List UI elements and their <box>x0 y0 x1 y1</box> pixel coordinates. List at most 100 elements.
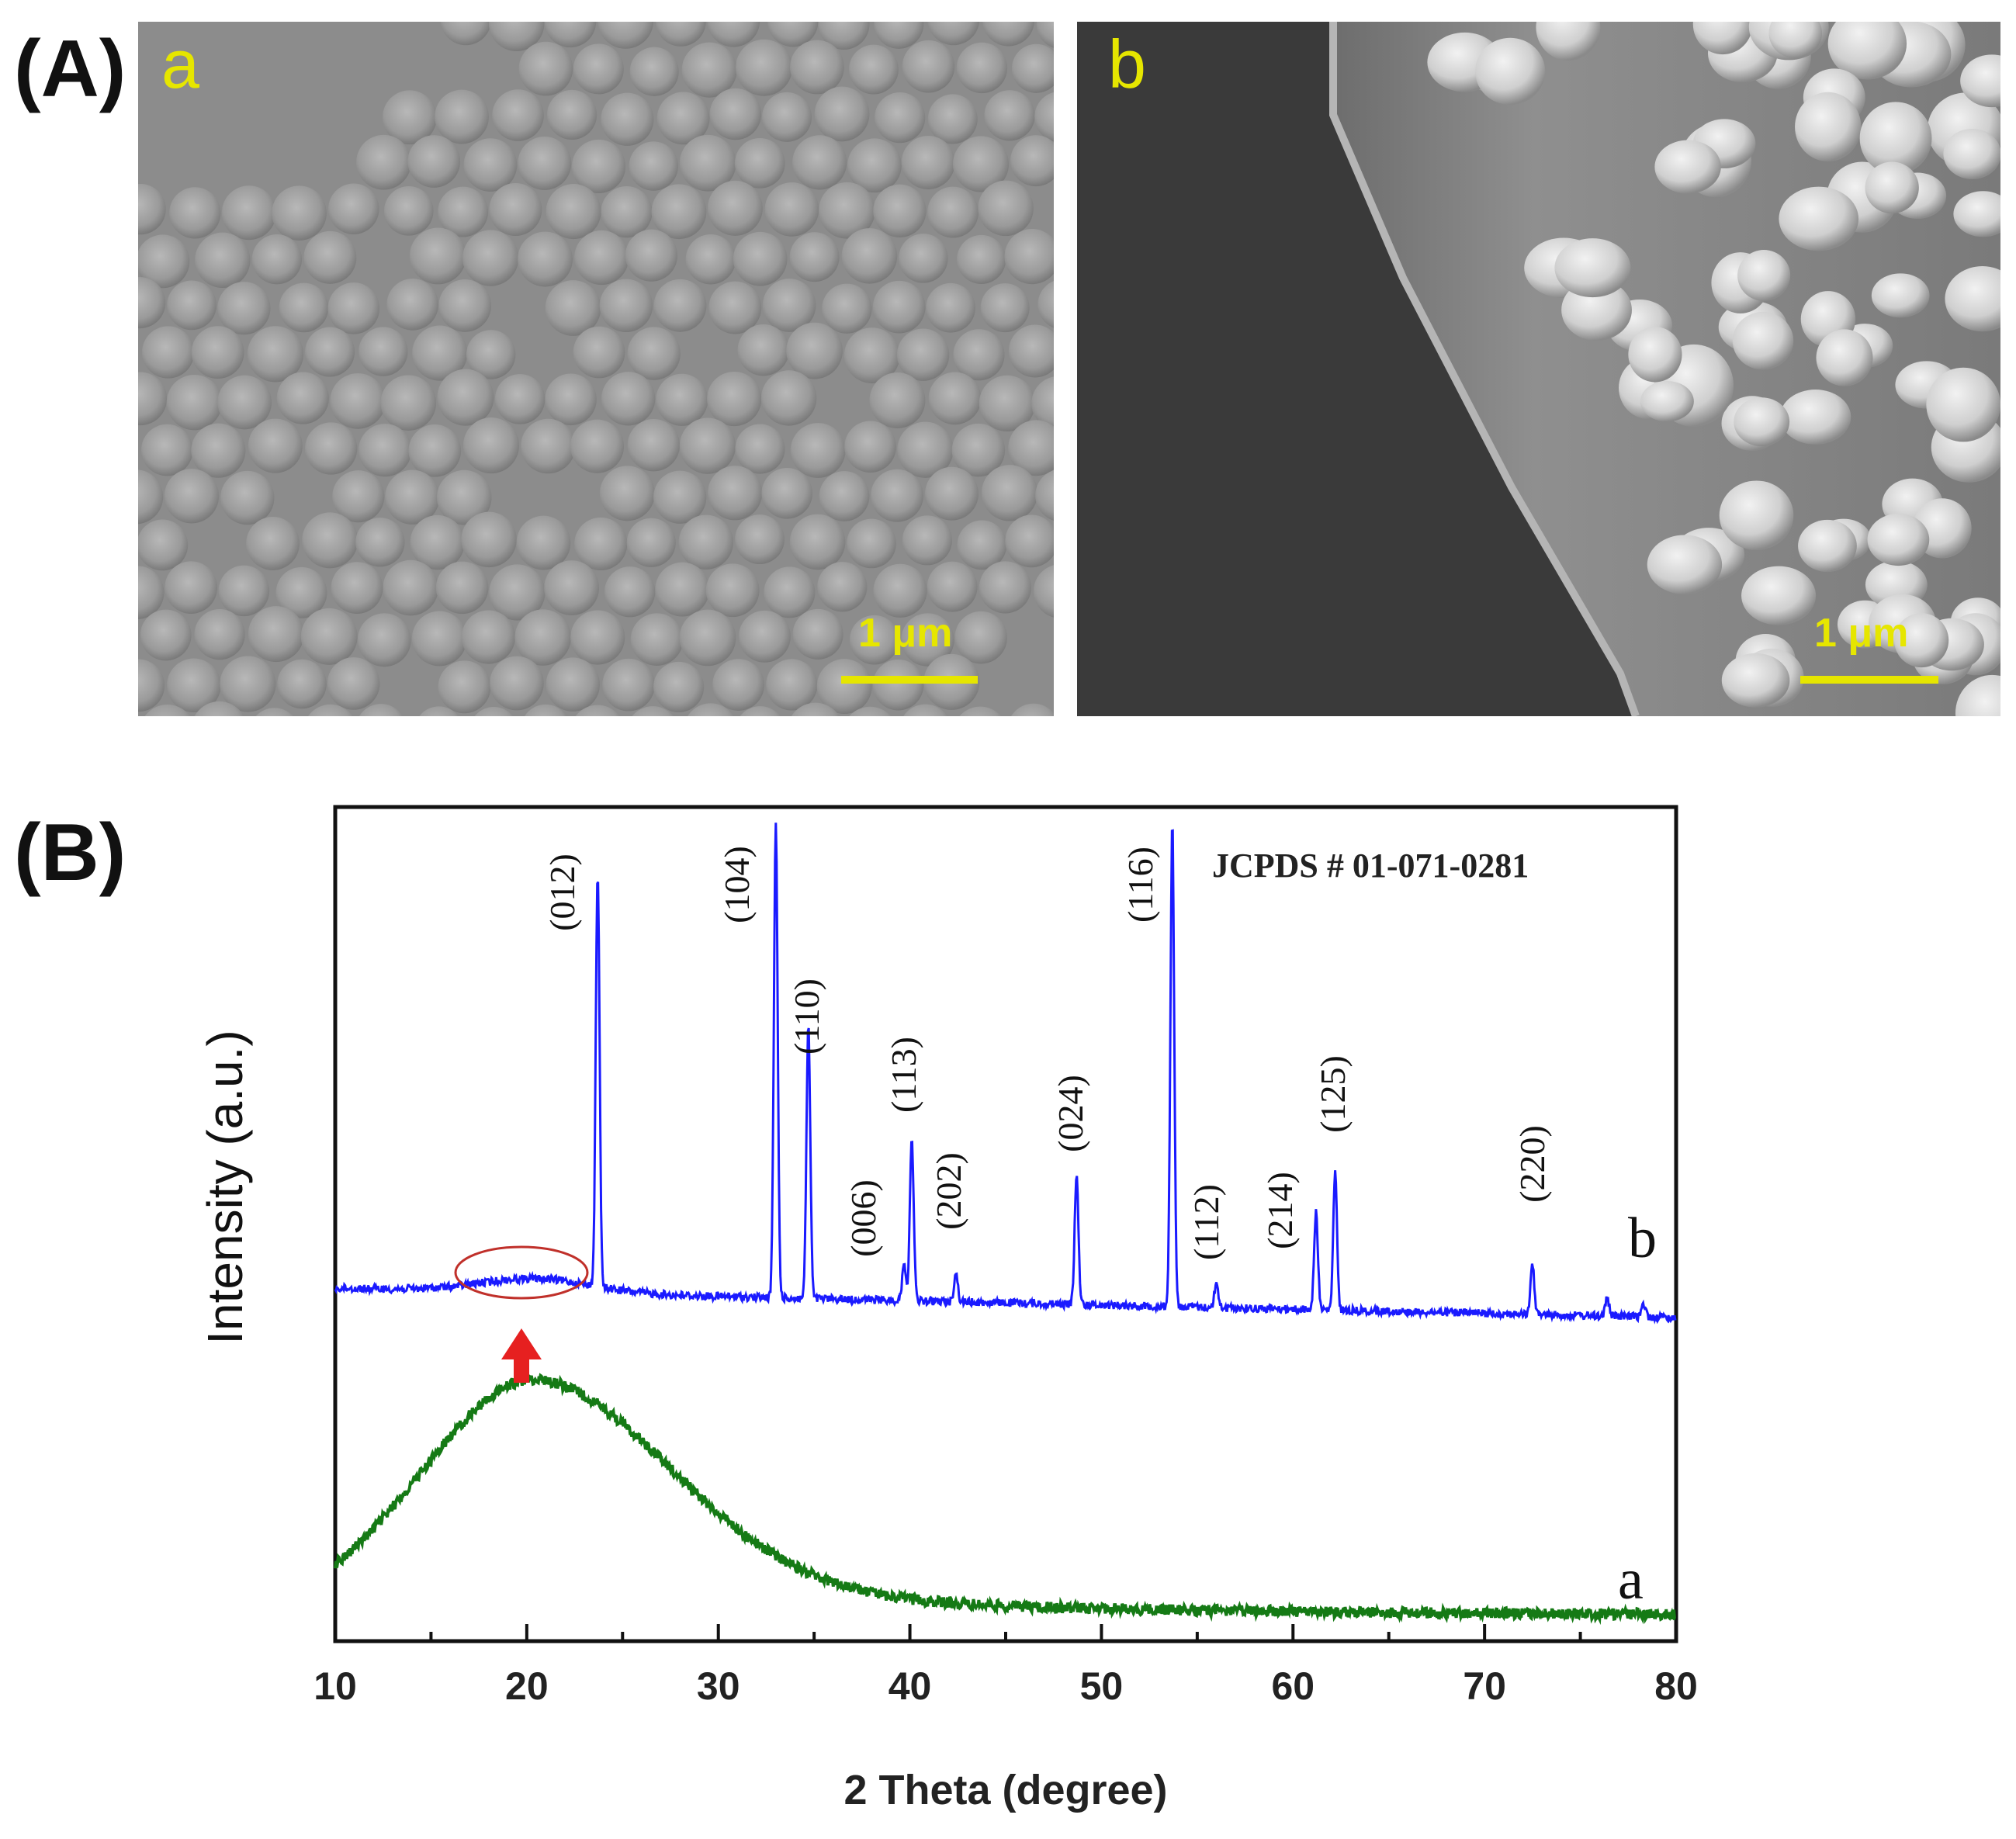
sphere <box>1945 266 2000 332</box>
sphere <box>466 330 516 379</box>
sphere <box>248 418 303 473</box>
sphere <box>627 327 681 380</box>
sphere <box>979 561 1031 614</box>
sphere <box>709 88 762 140</box>
sphere <box>474 706 514 716</box>
sphere <box>735 424 785 474</box>
sphere <box>1816 329 1873 386</box>
peak-label: (104) <box>717 846 757 923</box>
sphere <box>707 180 763 236</box>
sphere <box>419 706 459 716</box>
sphere <box>166 374 223 431</box>
sphere <box>1036 22 1054 48</box>
sphere <box>1953 191 2000 237</box>
scale-bar-b <box>1800 676 1938 684</box>
sphere <box>954 611 1007 664</box>
red-arrow <box>501 1328 542 1383</box>
sphere <box>734 137 785 189</box>
sphere <box>1640 381 1694 422</box>
sphere <box>255 708 293 716</box>
sphere <box>678 514 733 570</box>
sphere <box>1779 390 1851 445</box>
sphere <box>435 561 489 615</box>
series-a-line <box>334 1371 1676 1626</box>
sphere <box>490 656 544 711</box>
sphere <box>545 280 601 336</box>
sphere <box>653 279 707 332</box>
sphere <box>356 134 411 190</box>
sphere <box>681 42 737 98</box>
sphere <box>1010 135 1054 187</box>
sphere <box>629 141 678 191</box>
sphere <box>1037 281 1054 328</box>
peak-label: (113) <box>884 1037 923 1113</box>
sphere <box>1033 565 1054 618</box>
peak-label: (024) <box>1051 1075 1090 1152</box>
sphere <box>957 520 1007 570</box>
image-letter-a: a <box>161 26 199 102</box>
sphere <box>463 138 518 192</box>
sphere <box>1031 376 1054 430</box>
sphere <box>276 372 329 424</box>
sphere <box>521 418 576 474</box>
sphere <box>492 89 544 141</box>
sphere <box>790 40 844 95</box>
sphere <box>304 422 358 475</box>
sphere <box>630 613 684 666</box>
sphere <box>762 92 812 142</box>
sphere <box>1011 43 1054 93</box>
peak-label: (125) <box>1313 1055 1353 1133</box>
sphere <box>847 138 902 193</box>
sphere <box>165 561 218 615</box>
sphere <box>952 136 1010 192</box>
sphere <box>327 657 380 710</box>
sphere <box>897 421 954 478</box>
sphere <box>573 43 624 95</box>
sphere <box>789 514 846 570</box>
sphere <box>819 471 870 521</box>
sphere <box>138 184 166 235</box>
sphere <box>1894 613 1949 668</box>
x-tick-label: 50 <box>1080 1664 1124 1708</box>
sphere <box>1795 92 1862 162</box>
sphere <box>951 423 1006 477</box>
sphere <box>1628 327 1682 383</box>
sphere <box>981 465 1038 521</box>
sphere <box>708 281 762 334</box>
sphere <box>546 184 601 240</box>
sphere <box>978 180 1034 237</box>
peak-label: (214) <box>1260 1172 1300 1249</box>
sphere <box>195 232 251 289</box>
sphere <box>656 373 708 426</box>
sphere <box>871 469 923 522</box>
sphere <box>1721 653 1790 708</box>
sphere <box>599 466 655 521</box>
sphere <box>571 139 626 194</box>
sphere <box>733 231 788 286</box>
sphere <box>599 279 653 333</box>
sphere <box>383 186 434 236</box>
sphere <box>141 424 193 476</box>
sphere <box>489 564 546 621</box>
sphere <box>140 609 192 661</box>
sphere <box>957 234 1006 284</box>
sphere <box>1719 480 1794 551</box>
sphere <box>438 279 492 332</box>
sphere <box>764 566 816 618</box>
sphere <box>518 137 572 190</box>
sphere <box>896 328 950 381</box>
sphere <box>412 325 468 381</box>
sphere <box>488 22 545 52</box>
series-b-line <box>334 823 1677 1325</box>
jcpds-annotation: JCPDS # 01-071-0281 <box>1212 847 1529 885</box>
sphere <box>822 283 872 334</box>
sphere <box>247 326 304 383</box>
sphere <box>438 186 489 237</box>
sphere <box>518 231 573 287</box>
sphere <box>359 424 412 477</box>
sphere <box>902 40 955 93</box>
sphere <box>272 185 327 241</box>
sphere <box>251 234 303 285</box>
sphere <box>191 326 244 379</box>
